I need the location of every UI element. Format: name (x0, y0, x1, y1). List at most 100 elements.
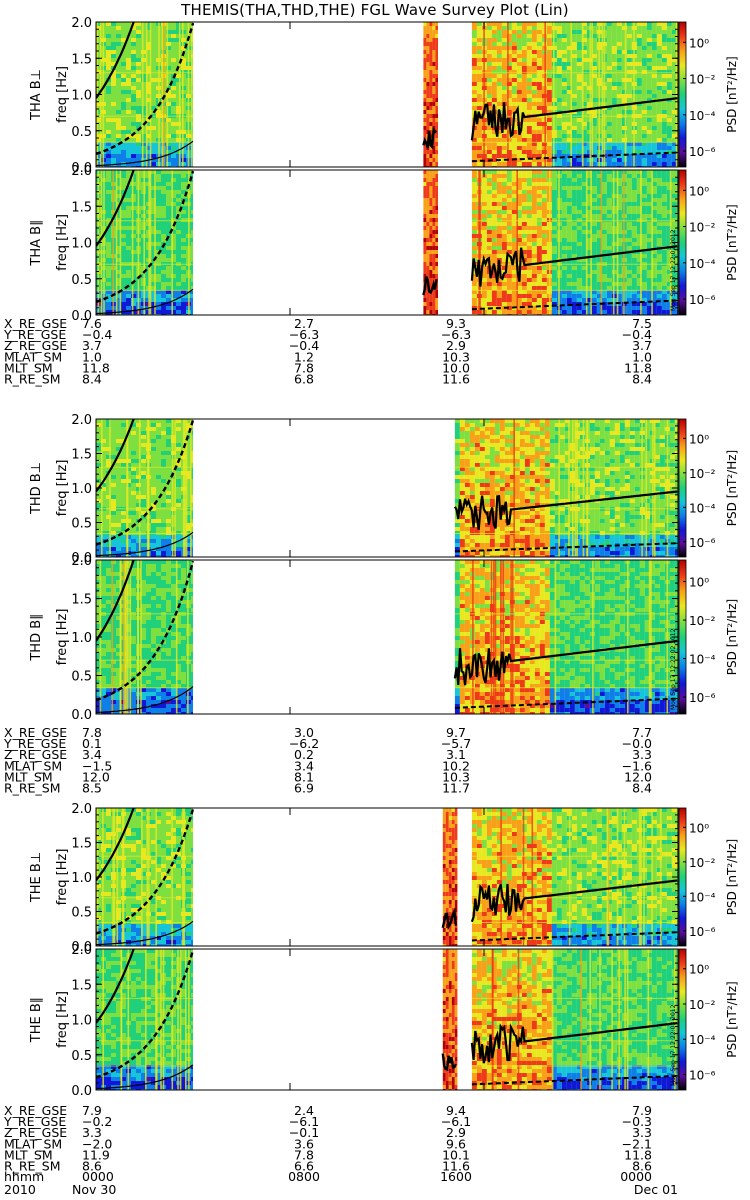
data-segment (96, 808, 193, 946)
y-tick-label: 1.0 (71, 237, 92, 252)
timestamp-stamp: Mon Sep 17 12:22:02 2012 (670, 628, 677, 710)
ephemeris-row-label: MLAT_SM (4, 758, 62, 773)
colorbar-tick-label: 10⁻⁴ (689, 1033, 716, 1047)
data-segment (471, 949, 678, 1090)
ephemeris-value: 1.0 (82, 349, 102, 364)
frequency-curve (96, 949, 195, 1079)
ephemeris-block-the: X_RE_GSE 7.9 2.4 9.4 7.9 Y_RE_GSE −0.2 −6.1 −6.1… (3, 1103, 652, 1174)
y-axis-label: THD B∥ (29, 613, 44, 661)
figure-title: THEMIS(THA,THD,THE) FGL Wave Survey Plot… (181, 1, 569, 19)
data-segment (423, 170, 438, 315)
colorbar-tick-label: 10⁻⁴ (689, 109, 716, 123)
data-segment (96, 22, 193, 167)
frequency-curve (96, 419, 135, 493)
ephemeris-value: 8.4 (632, 781, 652, 796)
colorbar-tick-label: 10⁰ (689, 432, 709, 446)
y-tick-label: 0.5 (71, 273, 92, 288)
y-tick-label: 1.5 (71, 52, 92, 67)
ephemeris-value: 9.3 (446, 316, 466, 331)
ephemeris-value: 3.7 (82, 338, 102, 353)
ephemeris-value: 10.1 (442, 1147, 470, 1162)
frequency-curve (96, 288, 194, 315)
y-tick-label: 0.5 (71, 125, 92, 140)
ephemeris-value: −6.3 (289, 327, 319, 342)
data-segment (423, 22, 438, 167)
y-axis-label: THE B∥ (29, 997, 44, 1043)
ephemeris-value: 3.6 (294, 1136, 314, 1151)
spectrogram-panel-tha-bpar: 0.0 0.5 1.0 1.5 2.0 freq [Hz] THA B∥ 10⁰ 10⁻² 10⁻… (29, 164, 739, 324)
frequency-curve (96, 560, 195, 702)
ephemeris-value: 7.9 (82, 1103, 102, 1118)
frequency-curve (454, 697, 678, 709)
ephemeris-value: 3.1 (446, 747, 466, 762)
frequency-curve (471, 299, 678, 311)
y-tick-label: 2.0 (71, 16, 92, 31)
colorbar-tick-label: 10⁻⁴ (689, 257, 716, 271)
spectrogram-panel-tha-bperp: 0.0 0.5 1.0 1.5 2.0 freq [Hz] THA B⊥ 10⁰ 10⁻² 10⁻… (29, 16, 739, 176)
ephemeris-row-label: MLAT_SM (4, 1136, 62, 1151)
ephemeris-value: −1.5 (82, 758, 112, 773)
colorbar-label: PSD [nT²/Hz] (725, 450, 739, 526)
data-segment (96, 949, 193, 1090)
ephemeris-value: 2.7 (294, 316, 314, 331)
frequency-curve (96, 170, 195, 304)
colorbar-tick-label: 10⁻⁶ (689, 691, 716, 705)
data-segment (96, 170, 193, 315)
ephemeris-row-label: Z_RE_GSE (4, 1125, 67, 1140)
colorbar-label: PSD [nT²/Hz] (725, 981, 739, 1057)
data-segment (442, 949, 458, 1090)
frequency-curve (422, 126, 438, 150)
ephemeris-value: −0.2 (82, 1114, 112, 1129)
ephemeris-value: −1.6 (622, 758, 652, 773)
ephemeris-value: 7.5 (632, 316, 652, 331)
frequency-curve (454, 542, 678, 553)
ephemeris-value: −2.1 (622, 1136, 652, 1151)
spectrogram-panel-the-bperp: 0.0 0.5 1.0 1.5 2.0 freq [Hz] THE B⊥ 10⁰ 10⁻² 10⁻… (29, 802, 739, 955)
frequency-curve (453, 490, 678, 530)
ephemeris-value: 12.0 (82, 769, 110, 784)
colorbar-tick-label: 10⁻² (689, 998, 716, 1012)
data-segment (454, 560, 678, 714)
ephemeris-value: 11.6 (442, 372, 470, 387)
y-tick-label: 1.5 (71, 200, 92, 215)
y-axis-label: THE B⊥ (29, 852, 44, 903)
ephemeris-value: 10.3 (442, 769, 470, 784)
ephemeris-value: 0.1 (82, 736, 102, 751)
colorbar-tick-label: 10⁻⁶ (689, 925, 716, 939)
time-tick-label: 0000 (620, 1169, 652, 1184)
y-tick-label: 0.5 (71, 1049, 92, 1064)
ephemeris-value: 2.9 (446, 1125, 466, 1140)
y-tick-label: 1.5 (71, 837, 92, 852)
frequency-curve (96, 170, 135, 247)
frequency-curve (96, 808, 135, 882)
ephemeris-value: 9.6 (446, 1136, 466, 1151)
y-tick-label: 0.0 (71, 1084, 92, 1099)
y-unit-label: freq [Hz] (55, 214, 70, 271)
y-tick-label: 1.5 (71, 448, 92, 463)
colorbar-tick-label: 10⁻⁶ (689, 145, 716, 159)
frequency-curve (471, 1074, 678, 1086)
colorbar-tick-label: 10⁻⁶ (689, 1068, 716, 1082)
colorbar-tick-label: 10⁻⁴ (689, 653, 716, 667)
ephemeris-row-label: Z_RE_GSE (4, 338, 67, 353)
y-tick-label: 0.0 (71, 309, 92, 324)
ephemeris-value: 2.4 (294, 1103, 314, 1118)
y-unit-label: freq [Hz] (55, 460, 70, 517)
colorbar-label: PSD [nT²/Hz] (725, 839, 739, 915)
ephemeris-row-label: Y_RE_GSE (3, 327, 66, 342)
colorbar (678, 169, 687, 316)
colorbar-tick-label: 10⁻² (689, 221, 716, 235)
frequency-curve (96, 22, 135, 99)
y-unit-label: freq [Hz] (55, 609, 70, 666)
colorbar-tick-label: 10⁰ (689, 184, 709, 198)
frequency-curve (453, 639, 678, 686)
ephemeris-value: 7.9 (632, 1103, 652, 1118)
ephemeris-row-label: R_RE_SM (4, 781, 61, 796)
colorbar-label: PSD [nT²/Hz] (725, 599, 739, 675)
ephemeris-value: −0.4 (289, 338, 319, 353)
ephemeris-value: 3.3 (632, 1125, 652, 1140)
y-tick-label: 1.0 (71, 1014, 92, 1029)
time-axis-labels: hhmm 0000 0800 1600 0000 2010 Nov 30 Dec 01 (4, 1169, 678, 1197)
y-axis-label: THD B⊥ (29, 462, 44, 515)
ephemeris-value: 10.3 (442, 349, 470, 364)
